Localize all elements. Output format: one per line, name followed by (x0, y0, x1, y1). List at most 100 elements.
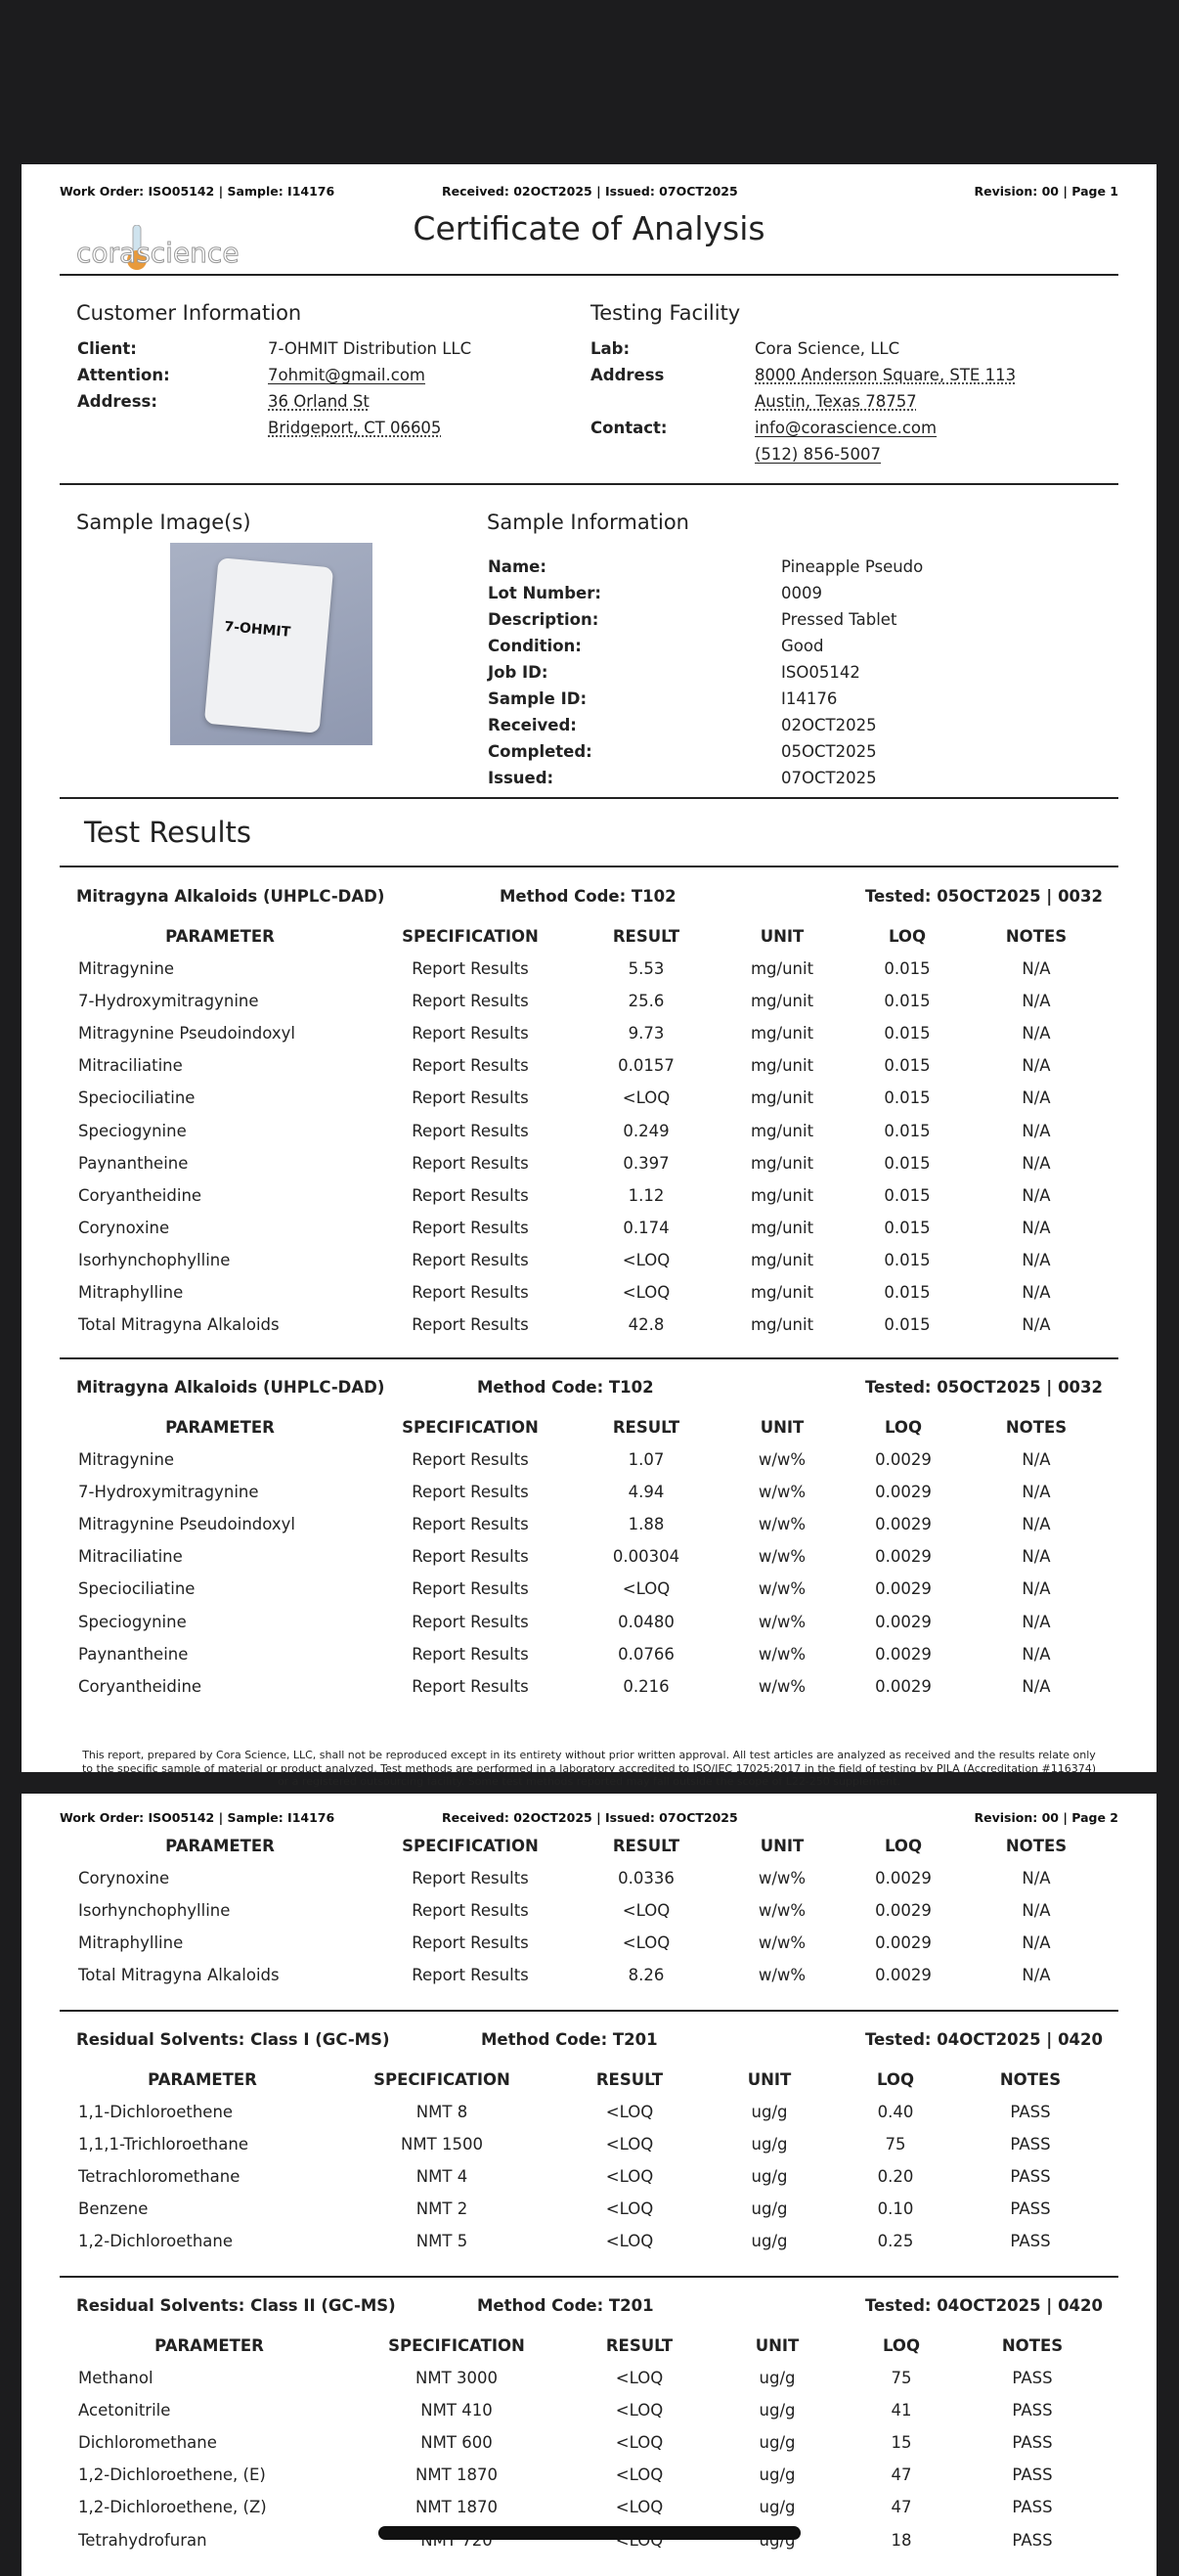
table-row: Coryantheidine Report Results 0.216 w/w% 0.0… (22, 1677, 1157, 1707)
contact-email-link[interactable]: info@corascience.com (755, 419, 938, 437)
cell-result: <LOQ (615, 2498, 664, 2517)
cell-parameter: 1,1-Dichloroethene (78, 2103, 234, 2121)
cell-unit: mg/unit (750, 992, 814, 1011)
table-row: Speciociliatine Report Results <LOQ w/w% 0.0… (22, 1579, 1157, 1609)
cell-specification: Report Results (412, 1283, 529, 1302)
cell-unit: ug/g (759, 2369, 796, 2387)
cell-unit: mg/unit (750, 1283, 814, 1302)
table-row: Mitraphylline Report Results <LOQ mg/unit 0.… (22, 1283, 1157, 1312)
cell-notes: N/A (1022, 959, 1051, 978)
column-header-notes: NOTES (1005, 1837, 1068, 1855)
table-row: Mitraciliatine Report Results 0.00304 w/w% 0… (22, 1547, 1157, 1577)
cell-notes: N/A (1022, 1024, 1051, 1044)
sample-photo[interactable]: 7-OHMIT (170, 543, 372, 745)
divider (60, 866, 1118, 867)
cell-loq: 15 (891, 2433, 912, 2453)
cell-specification: Report Results (412, 1869, 529, 1888)
cell-loq: 0.0029 (875, 1483, 932, 1502)
cell-result: <LOQ (605, 2167, 654, 2187)
cell-loq: 75 (891, 2369, 912, 2387)
table-header-row: PARAMETER SPECIFICATION RESULT UNIT LOQ NOTES (22, 1418, 1157, 1447)
cell-specification: Report Results (412, 1315, 529, 1335)
method-code: Method Code: T201 (477, 2296, 654, 2315)
method-code: Method Code: T201 (481, 2030, 658, 2049)
cell-unit: ug/g (751, 2232, 788, 2251)
table-row: Paynantheine Report Results 0.397 mg/unit 0.… (22, 1154, 1157, 1183)
cell-loq: 0.015 (884, 1218, 931, 1237)
method-code: Method Code: T102 (500, 887, 677, 906)
sample-field-value: Pressed Tablet (781, 610, 897, 629)
packet-brand: 7-OHMIT (223, 618, 291, 641)
section-title: Residual Solvents: Class I (GC-MS) (76, 2030, 390, 2049)
column-header-loq: LOQ (877, 2070, 914, 2089)
cell-notes: N/A (1022, 1966, 1051, 1985)
revision-header: Revision: 00 | Page 2 (974, 1810, 1119, 1825)
cell-specification: NMT 1870 (415, 2465, 498, 2485)
contact-phone-link[interactable]: (512) 856-5007 (755, 445, 882, 464)
cell-parameter: Dichloromethane (78, 2433, 217, 2453)
home-indicator[interactable] (378, 2526, 801, 2540)
cell-result: 0.397 (623, 1153, 670, 1173)
cell-parameter: 1,2-Dichloroethane (78, 2232, 234, 2251)
cell-parameter: Coryantheidine (78, 1185, 202, 1205)
report-page-1: Work Order: ISO05142 | Sample: I14176 Re… (22, 164, 1157, 1788)
report-page-2: Work Order: ISO05142 | Sample: I14176 Re… (22, 1794, 1157, 2576)
cell-specification: Report Results (412, 1088, 529, 1108)
table-header-row: PARAMETER SPECIFICATION RESULT UNIT LOQ NOTES (22, 927, 1157, 956)
cell-loq: 0.0029 (875, 1515, 932, 1534)
cell-parameter: Total Mitragyna Alkaloids (78, 1315, 280, 1335)
table-row: Corynoxine Report Results 0.174 mg/unit 0.01… (22, 1219, 1157, 1248)
cell-specification: NMT 3000 (415, 2369, 498, 2387)
cell-parameter: Mitraphylline (78, 1933, 184, 1953)
work-order-header: Work Order: ISO05142 | Sample: I14176 (60, 184, 335, 199)
cell-result: 0.0157 (618, 1056, 675, 1076)
cell-unit: w/w% (758, 1869, 807, 1888)
attention-email-link[interactable]: 7ohmit@gmail.com (268, 366, 425, 384)
section-title: Residual Solvents: Class II (GC-MS) (76, 2296, 396, 2315)
column-header-unit: UNIT (747, 2070, 792, 2089)
cell-parameter: Tetrachloromethane (78, 2167, 240, 2187)
cell-loq: 0.0029 (875, 1966, 932, 1985)
cell-specification: Report Results (412, 1612, 529, 1631)
cell-loq: 41 (891, 2401, 912, 2421)
table-row: 7-Hydroxymitragynine Report Results 4.94 w/… (22, 1483, 1157, 1512)
cell-notes: N/A (1022, 1869, 1051, 1888)
cell-notes: PASS (1010, 2199, 1051, 2219)
cell-unit: ug/g (759, 2401, 796, 2421)
cell-parameter: Mitraciliatine (78, 1056, 183, 1076)
cell-loq: 0.015 (884, 1185, 931, 1205)
column-header-parameter: PARAMETER (165, 1837, 275, 1855)
cell-loq: 75 (885, 2135, 906, 2154)
table-row: Corynoxine Report Results 0.0336 w/w% 0.0029… (22, 1869, 1157, 1898)
column-header-parameter: PARAMETER (154, 2336, 264, 2355)
cell-unit: w/w% (758, 1901, 807, 1921)
cell-notes: N/A (1022, 1185, 1051, 1205)
cell-result: <LOQ (605, 2103, 654, 2121)
cell-notes: N/A (1022, 992, 1051, 1011)
dates-header: Received: 02OCT2025 | Issued: 07OCT2025 (442, 1810, 738, 1825)
column-header-loq: LOQ (889, 927, 926, 946)
column-header-parameter: PARAMETER (148, 2070, 257, 2089)
table-header-row: PARAMETER SPECIFICATION RESULT UNIT LOQ NOTES (22, 2070, 1157, 2100)
customer-address-line2: Bridgeport, CT 06605 (268, 419, 442, 437)
cell-specification: NMT 600 (420, 2433, 493, 2453)
table-row: Mitragynine Pseudoindoxyl Report Results 9… (22, 1024, 1157, 1053)
cell-unit: mg/unit (750, 1315, 814, 1335)
sample-field-value: I14176 (781, 689, 838, 708)
table-row: Speciogynine Report Results 0.0480 w/w% 0.00… (22, 1613, 1157, 1642)
table-row: Mitragynine Report Results 1.07 w/w% 0.0029 N… (22, 1450, 1157, 1480)
cell-parameter: Benzene (78, 2199, 149, 2219)
cell-unit: ug/g (751, 2199, 788, 2219)
cell-unit: ug/g (759, 2433, 796, 2453)
cell-specification: Report Results (412, 1024, 529, 1044)
cell-result: <LOQ (615, 2401, 664, 2421)
cell-loq: 0.015 (884, 1250, 931, 1269)
sample-field-label: Job ID: (488, 663, 548, 682)
table-row: Total Mitragyna Alkaloids Report Results 4… (22, 1315, 1157, 1345)
cell-loq: 0.0029 (875, 1450, 932, 1469)
table-header-row: PARAMETER SPECIFICATION RESULT UNIT LOQ NOTES (22, 2336, 1157, 2366)
cell-notes: N/A (1022, 1315, 1051, 1335)
cell-notes: PASS (1012, 2401, 1053, 2421)
table-row: Speciociliatine Report Results <LOQ mg/unit… (22, 1088, 1157, 1118)
cell-specification: Report Results (412, 992, 529, 1011)
